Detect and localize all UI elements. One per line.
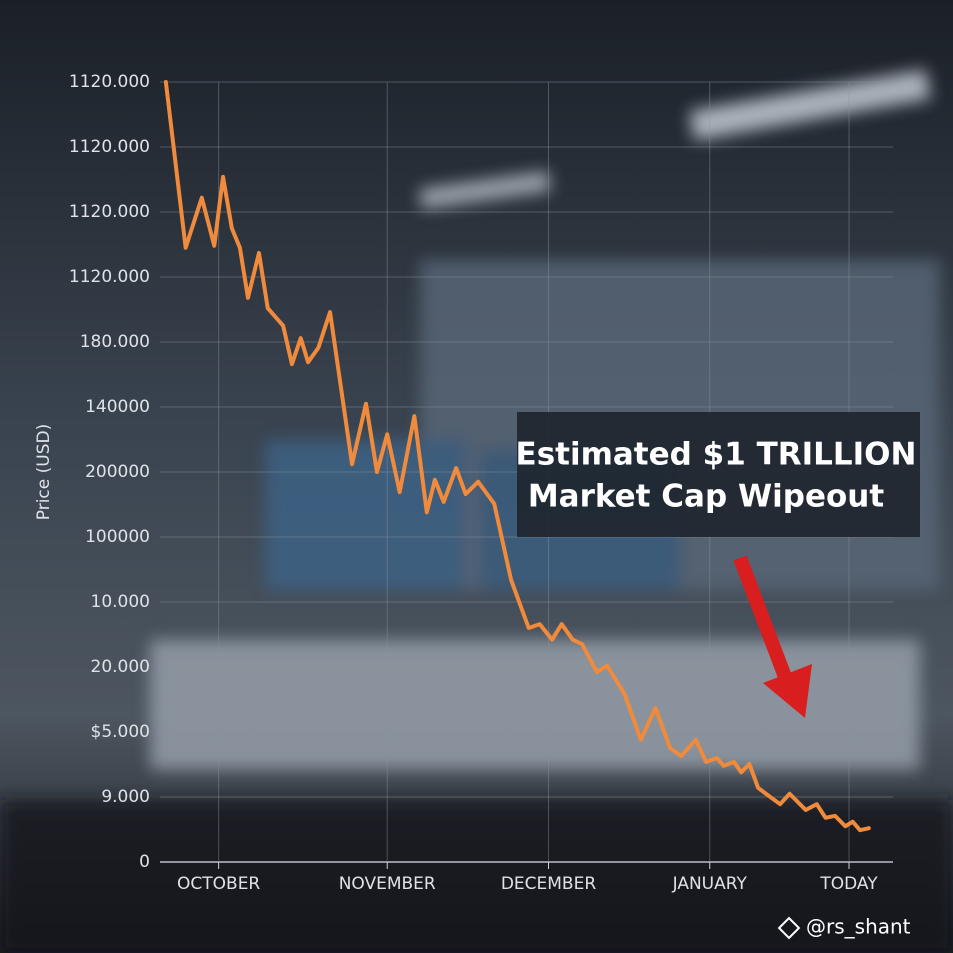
annotation-line: Estimated $1 TRILLION: [516, 437, 917, 473]
x-tick-label: DECEMBER: [501, 874, 597, 894]
y-tick-label: 1120.000: [69, 137, 150, 157]
x-tick-label: NOVEMBER: [339, 874, 436, 894]
annotation-line: Market Cap Wipeout: [528, 479, 885, 515]
y-tick-label: 1120.000: [69, 72, 150, 92]
y-axis-label: Price (USD): [34, 424, 54, 520]
red-arrow: [733, 555, 812, 718]
x-tick-label: OCTOBER: [177, 874, 260, 894]
annotation-box: [517, 412, 920, 537]
watermark: @rs_shant: [806, 915, 911, 939]
price-line: [163, 80, 871, 833]
y-tick-label: 180.000: [80, 332, 150, 352]
y-tick-label: 9.000: [101, 787, 150, 807]
y-tick-label: 100000: [85, 527, 150, 547]
y-tick-label: 0: [139, 852, 150, 872]
y-tick-label: 200000: [85, 462, 150, 482]
y-tick-label: 10.000: [91, 592, 150, 612]
watermark-icon: [777, 916, 801, 940]
y-tick-label: $5.000: [91, 722, 150, 742]
y-tick-label: 1120.000: [69, 267, 150, 287]
y-tick-label: 140000: [85, 397, 150, 417]
x-tick-label: TODAY: [819, 874, 878, 894]
x-tick-label: JANUARY: [672, 874, 748, 894]
y-tick-label: 1120.000: [69, 202, 150, 222]
plot: 0 9.000 $5.000 20.000 10.000 100000 200000 1400…: [69, 72, 893, 894]
y-tick-label: 20.000: [91, 657, 150, 677]
